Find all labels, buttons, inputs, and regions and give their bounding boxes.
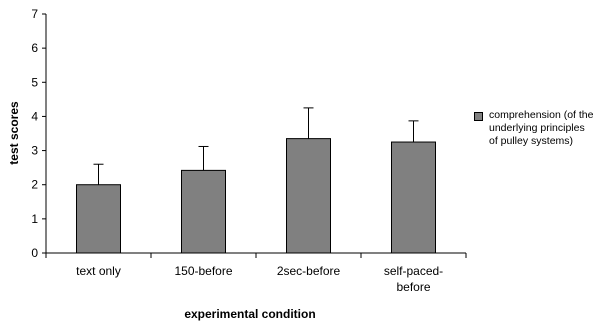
y-axis-title: test scores (7, 101, 21, 165)
y-tick-label: 7 (31, 7, 38, 21)
x-axis-title: experimental condition (184, 307, 315, 321)
bars (76, 138, 436, 254)
y-tick-label: 3 (31, 144, 38, 158)
y-tick-label: 6 (31, 41, 38, 55)
error-bars (93, 107, 419, 185)
y-tick-label: 4 (31, 109, 38, 123)
y-tick-label: 0 (31, 246, 38, 260)
bar (391, 141, 436, 254)
x-tick-labels: text only 150-before 2sec-before self-paced… (76, 264, 443, 294)
x-tick-label: 2sec-before (277, 264, 341, 278)
legend-label: comprehension (of the underlying princip… (489, 109, 594, 147)
y-tick-label: 5 (31, 75, 38, 89)
x-tick-label: self-paced-before (384, 264, 443, 294)
bar (181, 169, 226, 254)
y-tick-label: 2 (31, 178, 38, 192)
legend: comprehension (of the underlying princip… (474, 109, 611, 148)
x-tick-label: text only (76, 264, 121, 278)
y-tick-labels: 0 1 2 3 4 5 6 7 (31, 7, 38, 260)
bar (76, 184, 121, 254)
bar (286, 138, 331, 254)
x-tick-label: 150-before (174, 264, 232, 278)
y-tick-label: 1 (31, 212, 38, 226)
legend-swatch (474, 112, 483, 121)
